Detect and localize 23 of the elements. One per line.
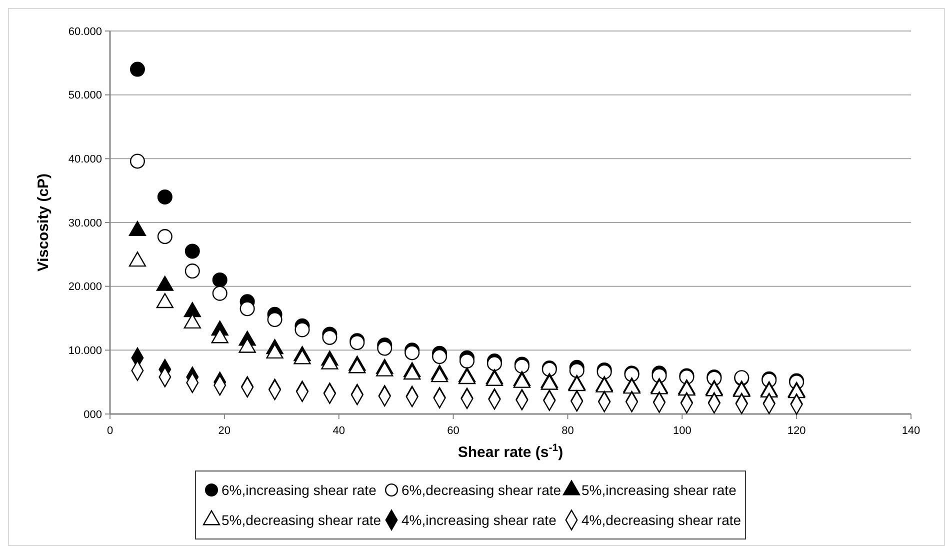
x-tick-label: 140 bbox=[902, 425, 920, 437]
x-tick-label: 40 bbox=[332, 425, 345, 437]
x-tick-label: 20 bbox=[218, 425, 231, 437]
x-tick-label: 100 bbox=[672, 425, 692, 437]
legend-label: 6%,decreasing shear rate bbox=[402, 482, 562, 498]
y-tick-label: 000 bbox=[84, 408, 102, 421]
legend-label: 5%,decreasing shear rate bbox=[222, 512, 382, 528]
y-axis-title: Viscosity (cP) bbox=[35, 173, 52, 272]
y-tick-label: 60.000 bbox=[68, 26, 102, 38]
legend-label: 6%,increasing shear rate bbox=[222, 482, 377, 498]
y-tick-label: 40.000 bbox=[68, 154, 102, 166]
legend-label: 4%,increasing shear rate bbox=[402, 512, 557, 528]
x-tick-label: 60 bbox=[447, 425, 460, 437]
legend-label: 4%,decreasing shear rate bbox=[582, 512, 742, 528]
x-tick-label: 120 bbox=[787, 425, 806, 437]
y-tick-label: 50.000 bbox=[68, 90, 102, 102]
y-tick-label: 20.000 bbox=[68, 281, 102, 294]
x-tick-label: 0 bbox=[106, 425, 114, 437]
legend-label: 5%,increasing shear rate bbox=[582, 482, 737, 498]
x-axis-title: Shear rate (s$^{-1}$) bbox=[458, 442, 564, 461]
y-tick-label: 30.000 bbox=[68, 217, 102, 230]
y-tick-label: 10.000 bbox=[68, 345, 102, 358]
x-tick-label: 80 bbox=[562, 425, 574, 437]
